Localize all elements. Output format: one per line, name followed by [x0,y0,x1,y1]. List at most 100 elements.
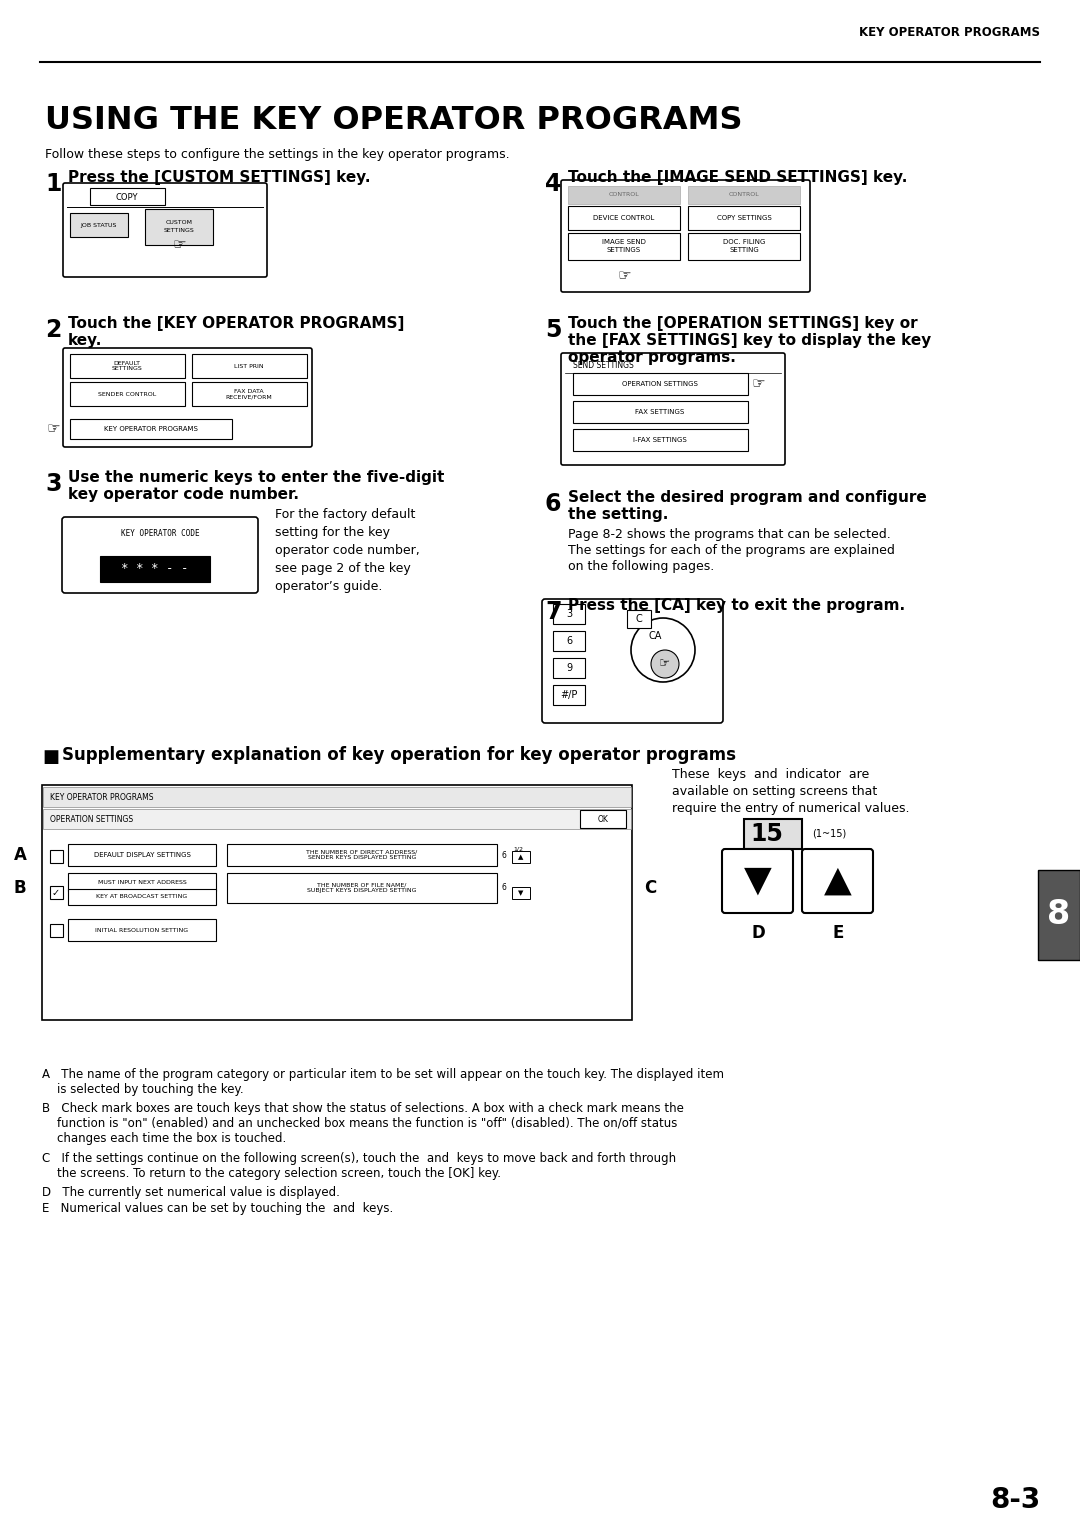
Text: SETTINGS: SETTINGS [164,229,194,234]
Bar [573,400,748,423]
Text: ☞: ☞ [46,422,59,437]
FancyBboxPatch shape [561,353,785,465]
Text: ▼: ▼ [744,863,772,898]
Bar [68,889,216,905]
Text: Follow these steps to configure the settings in the key operator programs.: Follow these steps to configure the sett… [45,148,510,160]
Bar [68,918,216,941]
FancyBboxPatch shape [723,850,793,914]
Text: Press the [CA] key to exit the program.: Press the [CA] key to exit the program. [568,597,905,613]
Text: 3: 3 [566,610,572,619]
Text: DOC. FILING
SETTING: DOC. FILING SETTING [723,240,766,252]
Text: C: C [636,614,643,623]
Bar [744,819,802,850]
Text: KEY OPERATOR CODE: KEY OPERATOR CODE [121,530,200,538]
Text: #/P: #/P [561,691,578,700]
Text: 5: 5 [545,318,562,342]
Text: 8-3: 8-3 [989,1487,1040,1514]
Text: The settings for each of the programs are explained: The settings for each of the programs ar… [568,544,895,558]
Circle shape [651,649,679,678]
Bar [553,604,585,623]
Text: IMAGE SEND
SETTINGS: IMAGE SEND SETTINGS [602,240,646,252]
Text: D: D [751,924,765,941]
Bar [553,631,585,651]
Text: KEY OPERATOR PROGRAMS: KEY OPERATOR PROGRAMS [104,426,198,432]
Bar [568,206,680,231]
Text: operator programs.: operator programs. [568,350,735,365]
Text: Use the numeric keys to enter the five-digit: Use the numeric keys to enter the five-d… [68,471,444,484]
Text: on the following pages.: on the following pages. [568,559,714,573]
FancyBboxPatch shape [561,180,810,292]
FancyBboxPatch shape [542,599,723,723]
Bar [1038,869,1080,960]
Circle shape [631,617,696,681]
Text: OPERATION SETTINGS: OPERATION SETTINGS [622,380,698,387]
Text: ▲: ▲ [824,863,852,898]
Text: A   The name of the program category or particular item to be set will appear on: A The name of the program category or pa… [42,1068,724,1080]
Text: THE NUMBER OF DIRECT ADDRESS/
SENDER KEYS DISPLAYED SETTING: THE NUMBER OF DIRECT ADDRESS/ SENDER KEY… [307,850,418,860]
Text: key.: key. [68,333,103,348]
Text: SENDER CONTROL: SENDER CONTROL [98,391,157,396]
Bar [50,850,63,863]
Text: MUST INPUT NEXT ADDRESS: MUST INPUT NEXT ADDRESS [97,880,187,885]
Text: * * * - -: * * * - - [121,562,189,576]
Text: 8: 8 [1048,898,1070,932]
Text: B   Check mark boxes are touch keys that show the status of selections. A box wi: B Check mark boxes are touch keys that s… [42,1102,684,1115]
Text: DEFAULT
SETTINGS: DEFAULT SETTINGS [111,361,143,371]
Bar [688,232,800,260]
Text: the [FAX SETTINGS] key to display the key: the [FAX SETTINGS] key to display the ke… [568,333,931,348]
Text: DEVICE CONTROL: DEVICE CONTROL [593,215,654,222]
Text: ✓: ✓ [52,888,60,898]
Text: DEFAULT DISPLAY SETTINGS: DEFAULT DISPLAY SETTINGS [94,853,190,859]
Bar [145,209,213,244]
Bar [100,556,210,582]
Text: LIST PRIN: LIST PRIN [234,364,264,368]
Text: FAX SETTINGS: FAX SETTINGS [635,410,685,416]
Text: 4: 4 [545,173,562,196]
Text: ■: ■ [42,749,59,766]
Bar [192,382,307,406]
Text: key operator code number.: key operator code number. [68,487,299,503]
Bar [568,186,680,205]
Text: FAX DATA
RECEIVE/FORM: FAX DATA RECEIVE/FORM [226,388,272,399]
Text: function is "on" (enabled) and an unchecked box means the function is "off" (dis: function is "on" (enabled) and an unchec… [42,1117,677,1131]
Text: ▼: ▼ [518,889,524,895]
Text: CONTROL: CONTROL [609,193,639,197]
Bar [512,886,530,898]
Text: ▲: ▲ [518,854,524,860]
Text: INITIAL RESOLUTION SETTING: INITIAL RESOLUTION SETTING [95,927,189,932]
Bar [688,186,800,205]
Text: 1: 1 [45,173,62,196]
Text: available on setting screens that: available on setting screens that [672,785,877,798]
Bar [43,808,631,830]
Text: C   If the settings continue on the following screen(s), touch the  and  keys to: C If the settings continue on the follow… [42,1152,676,1164]
Bar [50,886,63,898]
Text: C: C [644,879,657,897]
Bar [512,851,530,863]
Text: B: B [14,879,26,897]
Bar [573,373,748,396]
Text: changes each time the box is touched.: changes each time the box is touched. [42,1132,286,1144]
FancyBboxPatch shape [63,183,267,277]
Bar [42,785,632,1021]
Bar [573,429,748,451]
Text: E   Numerical values can be set by touching the  and  keys.: E Numerical values can be set by touchin… [42,1203,393,1215]
Text: JOB STATUS: JOB STATUS [81,223,118,228]
Bar [68,843,216,866]
Bar [43,787,631,807]
Text: For the factory default: For the factory default [275,507,416,521]
Text: KEY AT BROADCAST SETTING: KEY AT BROADCAST SETTING [96,894,188,900]
Text: setting for the key: setting for the key [275,526,390,539]
Text: 6: 6 [566,636,572,646]
Text: the setting.: the setting. [568,507,669,523]
Text: OK: OK [597,814,608,824]
Text: USING THE KEY OPERATOR PROGRAMS: USING THE KEY OPERATOR PROGRAMS [45,105,743,136]
Text: Supplementary explanation of key operation for key operator programs: Supplementary explanation of key operati… [62,746,735,764]
Text: OPERATION SETTINGS: OPERATION SETTINGS [50,814,133,824]
Text: 15: 15 [751,822,783,847]
Text: These  keys  and  indicator  are: These keys and indicator are [672,769,869,781]
Bar [553,659,585,678]
Text: require the entry of numerical values.: require the entry of numerical values. [672,802,909,814]
Text: COPY SETTINGS: COPY SETTINGS [717,215,771,222]
Text: the screens. To return to the category selection screen, touch the [OK] key.: the screens. To return to the category s… [42,1167,501,1180]
Text: 9: 9 [566,663,572,672]
